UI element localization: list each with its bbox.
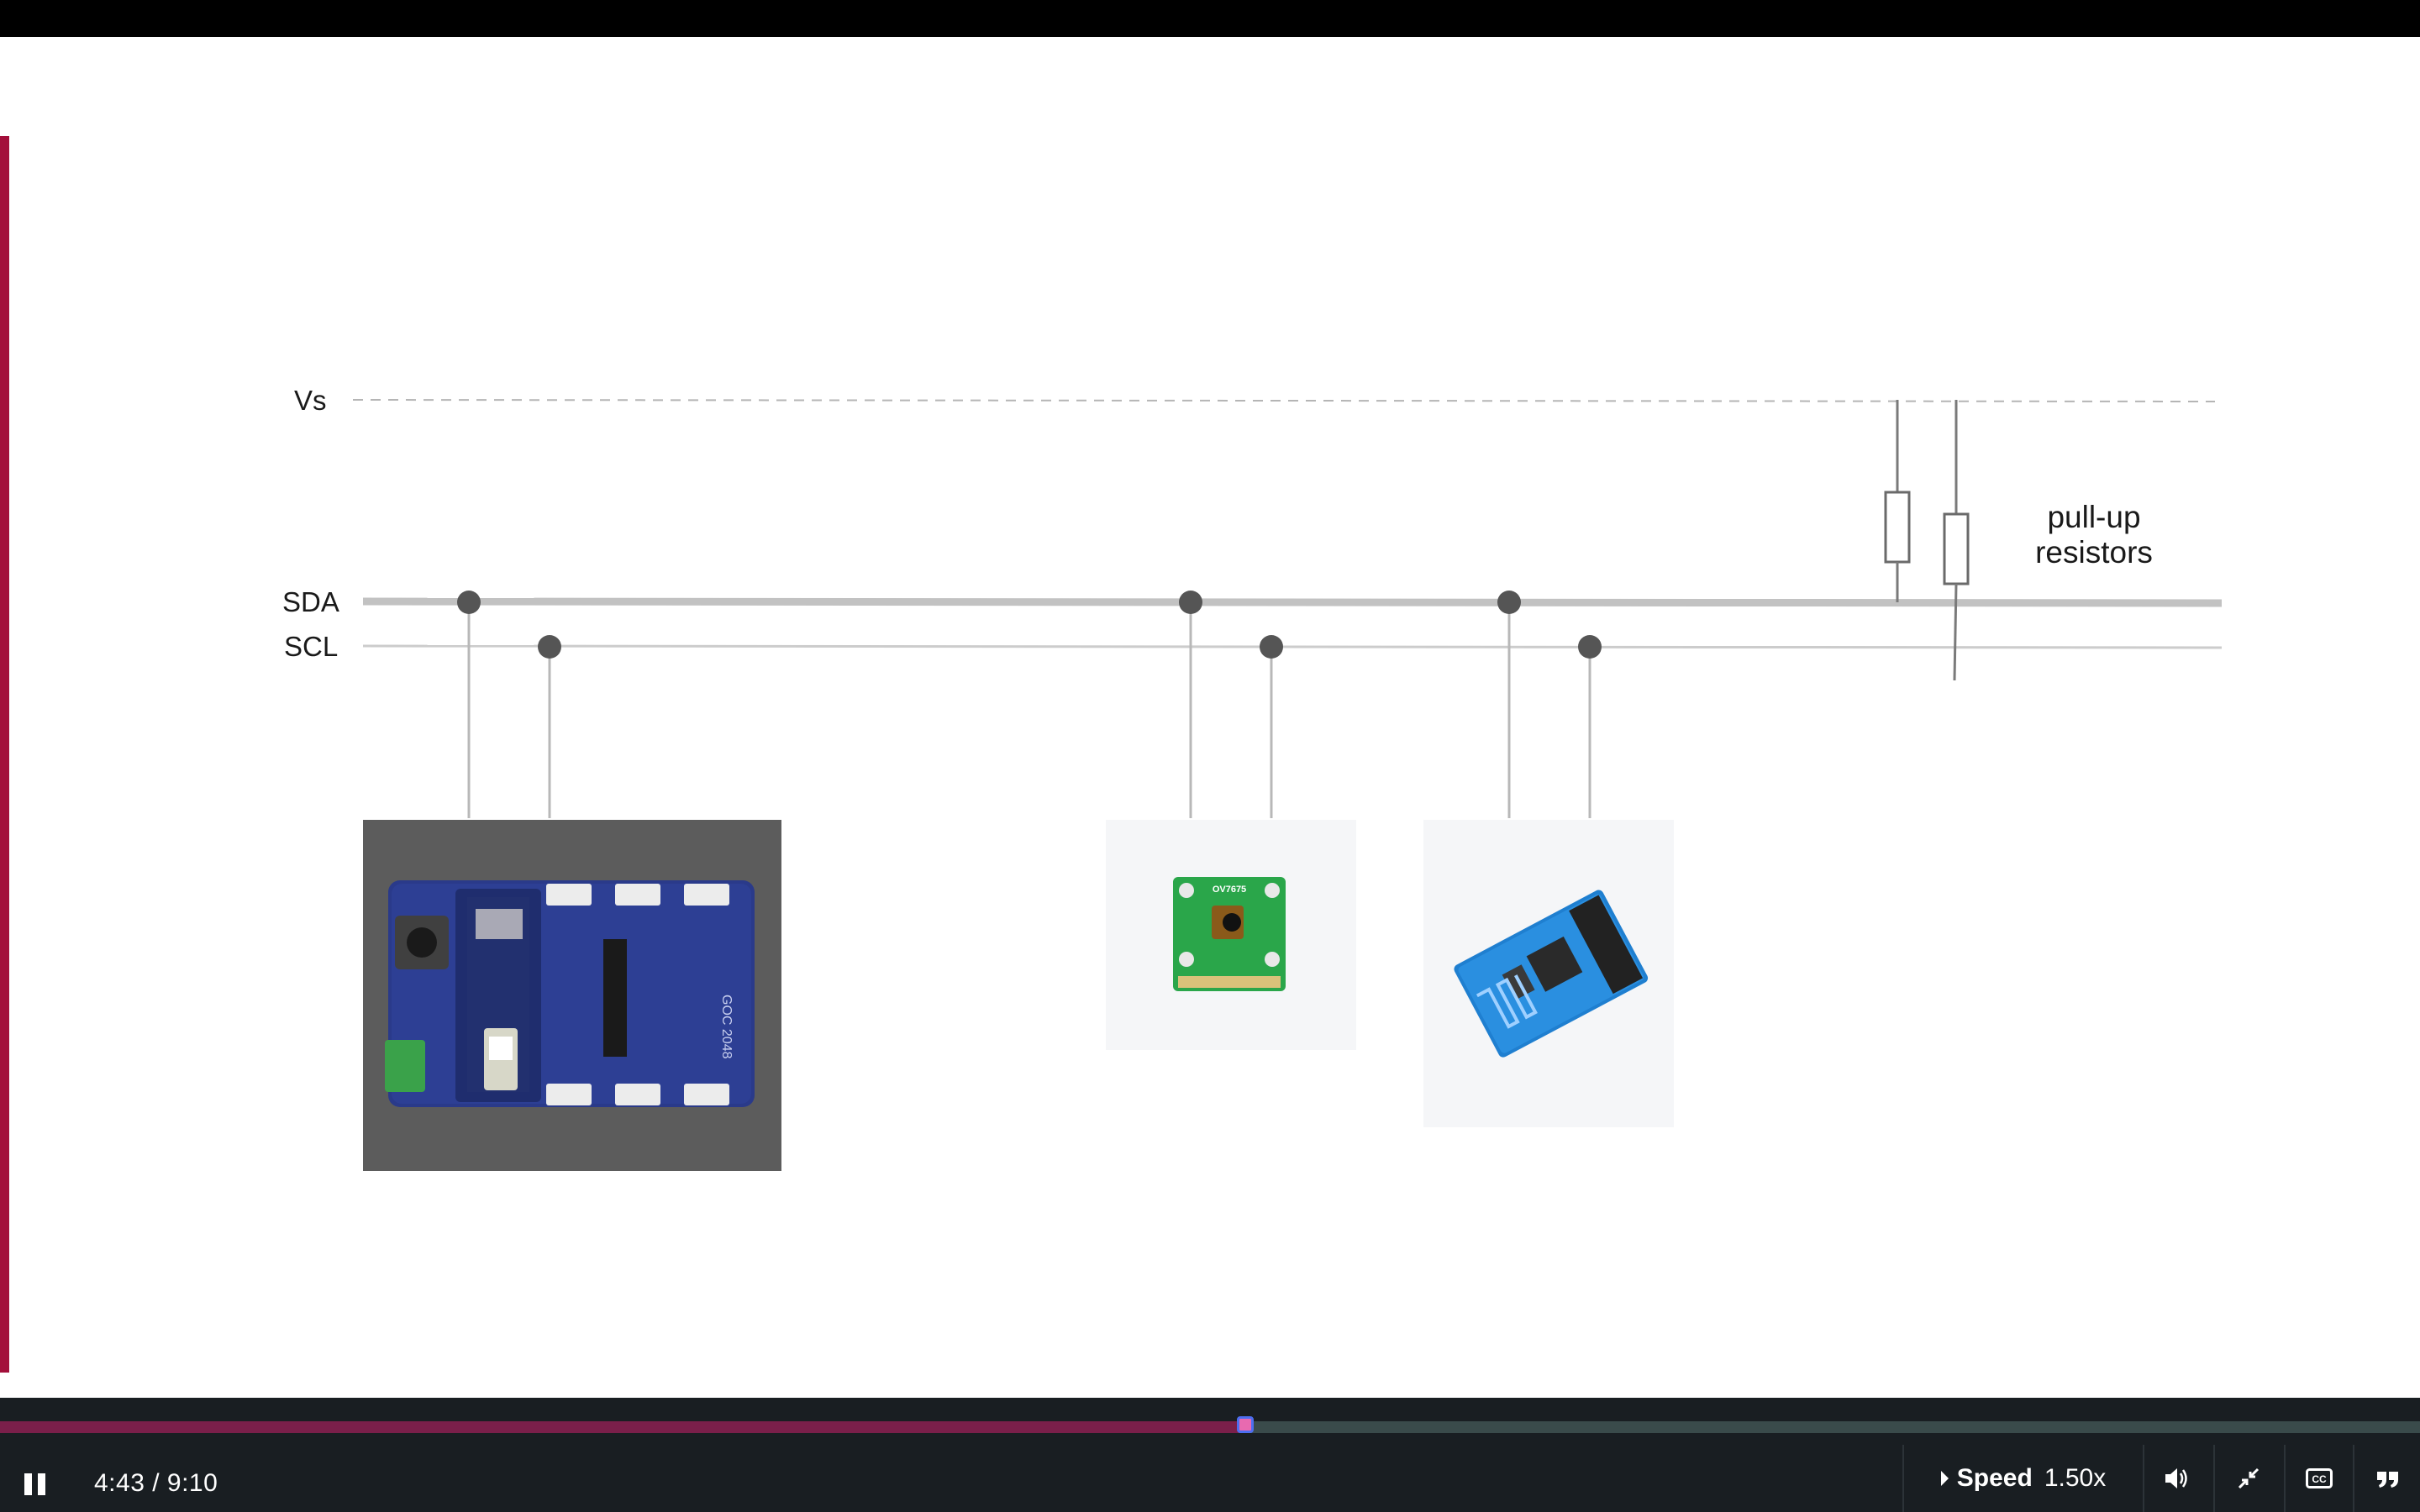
pull-up-label-line1: pull-up (2047, 500, 2140, 534)
scl-node-board (538, 635, 561, 659)
device-wires (467, 602, 1591, 818)
sda-bus-line (362, 597, 2223, 607)
transcript-button[interactable] (2353, 1445, 2420, 1512)
pause-icon (24, 1473, 32, 1495)
progress-bar-fill (0, 1421, 1245, 1433)
speed-control[interactable]: Speed 1.50x (1902, 1445, 2144, 1512)
closed-captions-button[interactable]: CC (2284, 1445, 2353, 1512)
board-print-text: GOC 2048 (719, 995, 734, 1059)
arduino-board-image: GOC 2048 (363, 820, 781, 1171)
pause-button[interactable] (18, 1468, 50, 1500)
svg-text:CC: CC (2312, 1473, 2327, 1485)
vs-label: Vs (294, 385, 327, 416)
scl-label: SCL (284, 631, 338, 662)
slide-accent-bar (0, 136, 9, 1373)
quote-icon (2377, 1472, 2398, 1488)
i2c-bus-diagram: Vs SDA SCL pull-up resistors (282, 385, 2223, 1171)
progress-scrubber-handle[interactable] (1236, 1416, 1254, 1433)
pull-up-resistor-sda (1884, 400, 1911, 602)
vs-line (352, 399, 2216, 402)
camera-chip-label: OV7675 (1213, 885, 1246, 895)
progress-bar[interactable] (0, 1416, 2420, 1433)
video-player-controls: 4:43 / 9:10 Speed 1.50x CC (0, 1398, 2420, 1512)
sda-node-wifi (1497, 591, 1521, 614)
wifi-module-image (1423, 820, 1674, 1127)
caret-right-icon (1940, 1471, 1949, 1486)
exit-fullscreen-icon (2238, 1467, 2260, 1489)
time-display: 4:43 / 9:10 (94, 1469, 218, 1497)
volume-button[interactable] (2143, 1445, 2210, 1512)
scl-bus-line (362, 644, 2223, 649)
speed-value: 1.50x (2044, 1464, 2107, 1492)
sda-node-board (457, 591, 481, 614)
scl-node-wifi (1578, 635, 1602, 659)
scl-node-camera (1260, 635, 1283, 659)
speed-label: Speed (1956, 1464, 2033, 1492)
exit-fullscreen-button[interactable] (2213, 1445, 2282, 1512)
sda-label: SDA (282, 586, 339, 617)
pull-up-resistor-scl (1943, 400, 1970, 681)
volume-icon (2165, 1468, 2187, 1488)
closed-captions-icon: CC (2306, 1468, 2333, 1488)
sda-node-camera (1179, 591, 1202, 614)
camera-module-image: OV7675 (1106, 820, 1356, 1050)
slide: Vs SDA SCL pull-up resistors (0, 37, 2420, 1398)
pull-up-label-line2: resistors (2035, 535, 2153, 570)
